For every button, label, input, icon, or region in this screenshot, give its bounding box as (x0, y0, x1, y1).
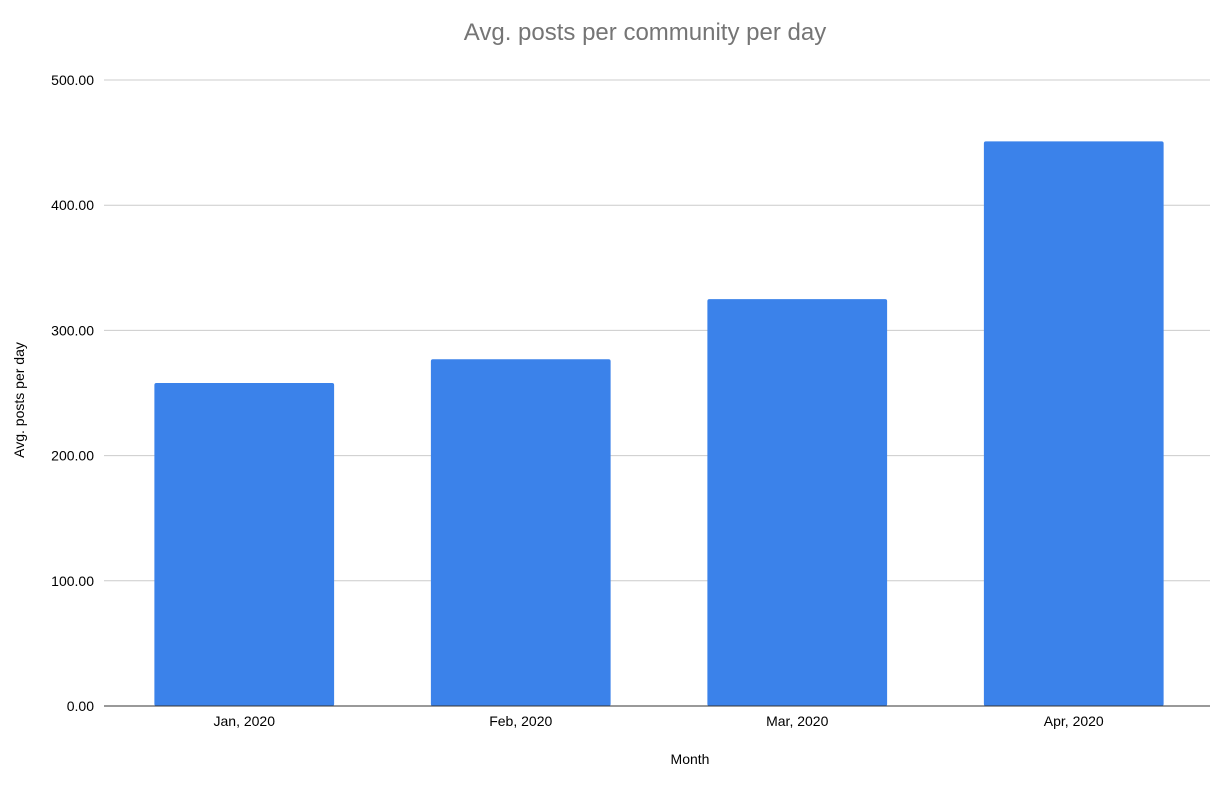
y-tick-label: 500.00 (51, 72, 94, 88)
bar (983, 141, 1164, 706)
bars (154, 141, 1164, 706)
x-tick-label: Mar, 2020 (766, 713, 828, 729)
bar (154, 382, 335, 706)
y-tick-label: 200.00 (51, 448, 94, 464)
y-tick-label: 0.00 (67, 698, 94, 714)
x-tick-label: Jan, 2020 (214, 713, 276, 729)
y-axis-tick-labels: 0.00 100.00 200.00 300.00 400.00 500.00 (51, 72, 94, 714)
x-tick-label: Feb, 2020 (489, 713, 552, 729)
x-tick-label: Apr, 2020 (1044, 713, 1104, 729)
x-axis-label: Month (671, 751, 710, 767)
x-axis-tick-labels: Jan, 2020 Feb, 2020 Mar, 2020 Apr, 2020 (214, 713, 1104, 729)
chart-title: Avg. posts per community per day (464, 19, 826, 46)
bar (707, 299, 888, 706)
y-tick-label: 300.00 (51, 322, 94, 338)
y-tick-label: 400.00 (51, 197, 94, 213)
bar (430, 359, 611, 706)
y-axis-label: Avg. posts per day (11, 342, 27, 458)
y-tick-label: 100.00 (51, 573, 94, 589)
